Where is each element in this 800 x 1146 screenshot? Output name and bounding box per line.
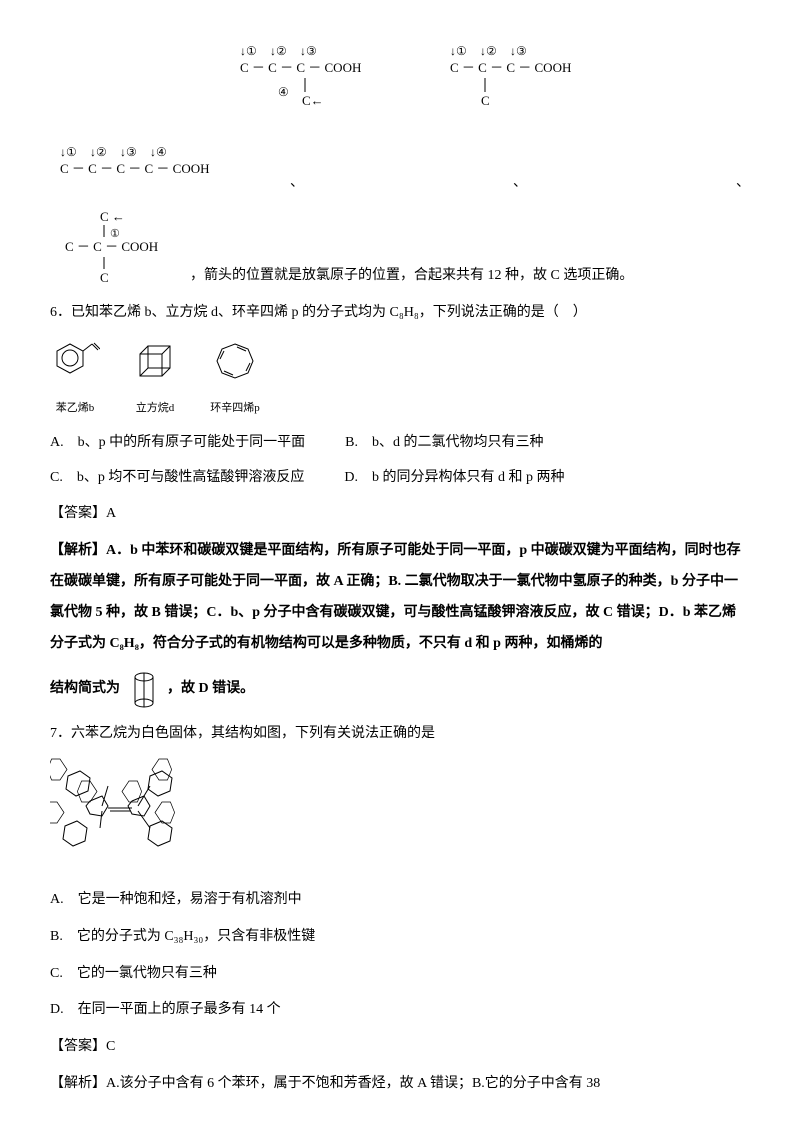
q6-structures: 苯乙烯b 立方烷d 环辛四烯p (50, 336, 750, 419)
svg-text:C: C (100, 270, 109, 285)
svg-text:④: ④ (278, 85, 289, 99)
svg-text:↓②: ↓② (480, 44, 497, 58)
styrene-structure: 苯乙烯b (50, 336, 100, 419)
svg-text:C ←: C ← (100, 209, 125, 224)
svg-text:↓③: ↓③ (510, 44, 527, 58)
svg-text:↓①: ↓① (60, 145, 77, 159)
label-d: 立方烷d (130, 396, 180, 420)
svg-text:C←: C← (302, 93, 324, 108)
svg-text:C － C － C － C － COOH: C － C － C － C － COOH (60, 161, 210, 176)
q7-explanation: 【解析】A.该分子中含有 6 个苯环，属于不饱和芳香烃，故 A 错误；B.它的分… (50, 1069, 750, 1100)
q6-choice-b: B. b、d 的二氯代物均只有三种 (345, 428, 543, 459)
isomer-diagram-4-row: C ← ① C － C － COOH C ，箭头的位置就是放氯原子的位置，合起来… (50, 207, 750, 292)
svg-text:C － C － C － COOH: C － C － C － COOH (450, 60, 571, 75)
isomer-diagram-2: ↓① ↓② ↓③ C － C － C － COOH ④ C← (230, 40, 400, 133)
svg-text:↓③: ↓③ (300, 44, 317, 58)
isomer-diagrams-row1: ↓① ↓② ↓③ C － C － C － COOH ④ C← ↓① ↓② ↓③ … (50, 40, 750, 133)
svg-text:↓④: ↓④ (150, 145, 167, 159)
separator: 、 (513, 168, 527, 199)
expl2-pre: 结构简式为 (50, 682, 120, 697)
arrow-label: ↓① (240, 44, 257, 58)
isomer-diagram-4: C ← ① C － C － COOH C (50, 207, 190, 292)
q6-explanation-2: 结构简式为 ，故 D 错误。 (50, 665, 750, 713)
cyclooctatetraene-structure: 环辛四烯p (210, 336, 260, 419)
q7-choice-a: A. 它是一种饱和烃，易溶于有机溶剂中 (50, 885, 750, 916)
q6-stem: 6．已知苯乙烯 b、立方烷 d、环辛四烯 p 的分子式均为 C₈H₈，下列说法正… (50, 298, 750, 329)
svg-text:↓②: ↓② (270, 44, 287, 58)
svg-text:C － C － COOH: C － C － COOH (65, 239, 158, 254)
expl2-post: ，故 D 错误。 (167, 682, 254, 697)
q7-choice-c: C. 它的一氯代物只有三种 (50, 959, 750, 990)
label-b: 苯乙烯b (50, 396, 100, 420)
q7-answer: 【答案】C (50, 1032, 750, 1063)
chain-text: C － C － C － COOH (240, 60, 361, 75)
svg-text:↓①: ↓① (450, 44, 467, 58)
q6-explanation-1: 【解析】A．b 中苯环和碳碳双键是平面结构，所有原子可能处于同一平面，p 中碳碳… (50, 536, 750, 659)
cubane-structure: 立方烷d (130, 336, 180, 419)
q6-answer: 【答案】A (50, 499, 750, 530)
barrelene-structure (124, 665, 164, 713)
q7-stem: 7．六苯乙烷为白色固体，其结构如图，下列有关说法正确的是 (50, 719, 750, 750)
q6-choice-d: D. b 的同分异构体只有 d 和 p 两种 (344, 463, 564, 494)
svg-text:↓③: ↓③ (120, 145, 137, 159)
hexaphenylethane-structure (50, 756, 750, 879)
isomer-diagrams-row2: ↓① ↓② ↓③ ↓④ C － C － C － C － COOH 、 、 、 (50, 141, 750, 199)
q7-choice-b: B. 它的分子式为 C₃₈H₃₀，只含有非极性键 (50, 922, 750, 953)
svg-text:↓②: ↓② (90, 145, 107, 159)
q6-choice-a: A. b、p 中的所有原子可能处于同一平面 (50, 428, 305, 459)
isomer-diagram-3: ↓① ↓② ↓③ C － C － C － COOH C (440, 40, 610, 133)
isomer-diagram-1: ↓① ↓② ↓③ ↓④ C － C － C － C － COOH (50, 141, 250, 199)
diagram-tail-text: ，箭头的位置就是放氯原子的位置，合起来共有 12 种，故 C 选项正确。 (190, 261, 633, 292)
svg-text:C: C (481, 93, 490, 108)
separator: 、 (290, 168, 304, 199)
separator: 、 (736, 168, 750, 199)
label-p: 环辛四烯p (210, 396, 260, 420)
q6-choice-c: C. b、p 均不可与酸性高锰酸钾溶液反应 (50, 463, 304, 494)
q7-choice-d: D. 在同一平面上的原子最多有 14 个 (50, 995, 750, 1026)
